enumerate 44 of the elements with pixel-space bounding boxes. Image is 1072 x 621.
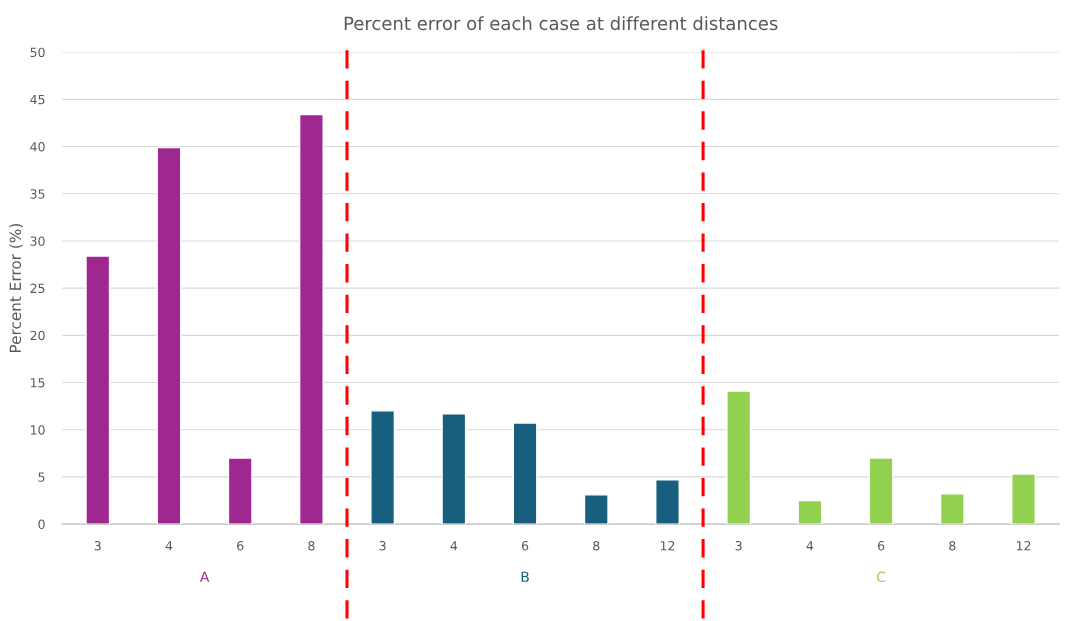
x-tick-label: 4 bbox=[165, 541, 173, 551]
y-tick-label: 25 bbox=[30, 283, 45, 294]
y-tick-label: 0 bbox=[38, 519, 45, 530]
y-tick-label: 45 bbox=[30, 95, 45, 105]
y-tick-label: 20 bbox=[30, 330, 45, 341]
bar bbox=[655, 479, 680, 525]
x-tick-label: 8 bbox=[593, 541, 600, 551]
text: B bbox=[521, 571, 529, 582]
x-tick-label: 8 bbox=[949, 541, 956, 551]
x-tick-label: 12 bbox=[660, 541, 675, 551]
text: C bbox=[877, 571, 886, 583]
x-tick-label: 12 bbox=[1016, 541, 1031, 551]
y-tick-label: 35 bbox=[30, 189, 45, 199]
bar bbox=[441, 412, 467, 525]
bar bbox=[1011, 473, 1036, 525]
bar bbox=[227, 457, 253, 525]
bar bbox=[939, 493, 965, 525]
bar bbox=[156, 146, 182, 525]
x-tick-label: 8 bbox=[308, 541, 315, 551]
x-tick-label: 6 bbox=[237, 541, 244, 551]
bar bbox=[726, 390, 752, 525]
x-tick-label: 3 bbox=[379, 541, 386, 551]
x-tick-label: 6 bbox=[878, 541, 885, 551]
x-tick-label: 6 bbox=[521, 541, 529, 551]
y-tick-label: 10 bbox=[30, 425, 45, 435]
y-tick-label: 40 bbox=[30, 142, 45, 152]
bar bbox=[298, 113, 324, 525]
bar bbox=[868, 457, 894, 525]
x-tick-label: 3 bbox=[94, 541, 101, 551]
x-tick-label: 3 bbox=[735, 541, 742, 551]
x-tick-label: 4 bbox=[806, 541, 814, 551]
text: A bbox=[199, 571, 210, 582]
bar bbox=[797, 499, 823, 525]
bar bbox=[370, 410, 396, 525]
bar bbox=[85, 255, 111, 525]
y-tick-label: 5 bbox=[38, 472, 45, 482]
bar bbox=[512, 422, 538, 525]
y-tick-label: 30 bbox=[30, 236, 45, 246]
x-tick-label: 4 bbox=[450, 541, 458, 551]
chart-title: Percent error of each case at different distances bbox=[344, 16, 778, 31]
bar bbox=[583, 494, 609, 525]
y-tick-label: 15 bbox=[30, 378, 45, 388]
y-axis-title: Percent Error (%) bbox=[9, 224, 23, 353]
y-tick-label: 50 bbox=[30, 47, 45, 58]
